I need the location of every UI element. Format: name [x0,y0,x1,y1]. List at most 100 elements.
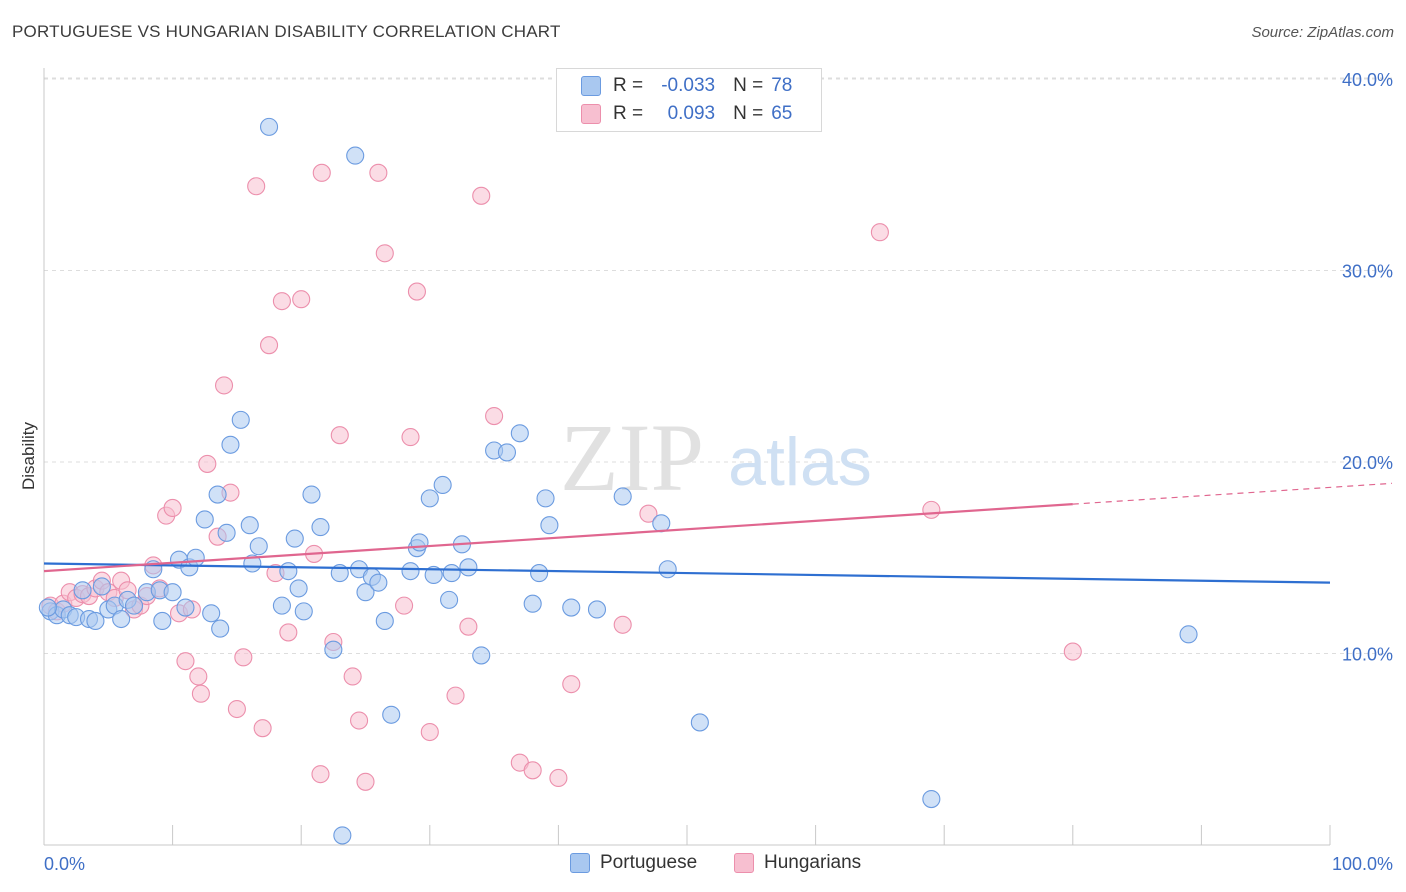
series-legend: Portuguese Hungarians [0,852,1406,878]
portuguese-point [86,611,105,630]
portuguese-point [221,435,240,454]
axes [43,68,1331,846]
portuguese-point [587,600,607,619]
legend-n-value: 78 [771,75,793,96]
legend-r-value: 0.093 [667,103,716,124]
portuguese-point [249,537,268,556]
portuguese-point [613,487,632,506]
portuguese-point [302,485,321,504]
hungarians-point [922,500,941,519]
portuguese-point [369,573,388,592]
hungarians-point [401,428,420,447]
legend-r-label: R = [613,75,644,96]
hungarians-point [639,504,658,523]
portuguese-point [420,489,439,508]
hungarians-point [420,722,439,742]
portuguese-point [294,602,313,621]
portuguese-point [410,533,429,552]
portuguese-point [231,410,250,429]
portuguese-point [153,611,172,630]
portuguese-point [73,581,92,600]
portuguese-point [530,564,549,583]
hungarians-point [613,615,632,634]
portuguese-point [510,424,529,443]
hungarians-point [312,163,331,182]
y-tick-label: 30.0% [1342,262,1393,282]
portuguese-point [652,514,671,533]
hungarians-swatch [734,853,754,873]
portuguese-point [424,565,443,585]
hungarians-point [472,186,491,205]
portuguese-point [523,594,542,613]
portuguese-point [259,117,279,136]
legend-r-label: R = [613,103,644,124]
hungarians-point [292,290,311,309]
hungarians-point [459,617,478,636]
hungarians-point [1063,642,1082,661]
y-tick-label: 40.0% [1342,70,1393,90]
portuguese-point [272,596,291,615]
portuguese-swatch [581,76,601,96]
hungarians-point [375,244,394,263]
legend-row-hungarians: R = 0.093 N = 65 [581,101,792,127]
hungarians-point [330,426,349,445]
portuguese-point [382,705,401,724]
hungarians-trend-line [43,503,1073,573]
legend-row-portuguese: R = -0.033 N = 78 [581,73,792,99]
hungarians-point [395,596,414,615]
hungarians-point [870,223,889,242]
portuguese-point [433,475,452,495]
hungarians-point [214,376,234,395]
tick-labels: 10.0% 20.0% 30.0% 40.0% 0.0% 100.0% [44,70,1393,874]
legend-n-label: N = [733,75,764,96]
hungarians-point [549,768,568,788]
portuguese-point [124,596,144,615]
legend-item-hungarians[interactable]: Hungarians [734,852,861,874]
y-axis-label: Disability [19,421,38,490]
portuguese-point [375,611,394,630]
portuguese-point [922,789,941,809]
portuguese-point [211,619,230,638]
legend-label-portuguese: Portuguese [600,852,698,873]
hungarians-point [523,761,542,780]
hungarians-point [163,498,182,518]
portuguese-point [324,640,343,659]
portuguese-point [497,443,517,462]
portuguese-point [176,598,195,617]
portuguese-point [472,646,491,665]
portuguese-point [285,529,304,548]
portuguese-point [112,609,131,629]
hungarians-point [176,652,195,671]
hungarians-point [369,163,388,182]
portuguese-point [208,485,227,504]
portuguese-point [442,564,461,583]
portuguese-point [562,598,581,617]
hungarians-point [259,336,279,355]
portuguese-point [195,510,214,529]
legend-item-portuguese[interactable]: Portuguese [570,852,697,874]
trend-lines [43,482,1393,584]
hungarians-point [198,454,217,473]
source-label: Source: ZipAtlas.com [1251,24,1394,41]
portuguese-point [289,579,308,598]
portuguese-trend-line [43,562,1331,584]
watermark-atlas: atlas [728,424,872,500]
portuguese-point [202,604,221,623]
portuguese-point [356,583,375,602]
hungarians-point [191,684,210,703]
hungarians-point [189,667,208,686]
y-tick-label: 20.0% [1342,453,1393,473]
portuguese-swatch [570,853,590,873]
portuguese-point [279,562,298,581]
chart-title: PORTUGUESE VS HUNGARIAN DISABILITY CORRE… [12,22,561,41]
portuguese-point [690,713,709,732]
hungarians-point [311,765,330,784]
portuguese-point [401,562,420,581]
portuguese-point [92,577,111,596]
portuguese-points [38,117,1198,845]
legend-n-value: 65 [771,103,793,124]
hungarians-swatch [581,104,601,124]
portuguese-point [186,548,205,567]
portuguese-point [540,516,559,535]
